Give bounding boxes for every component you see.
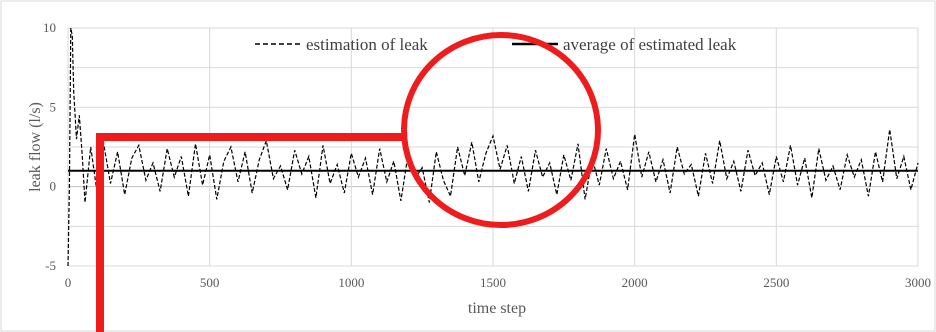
y-tick-label: 0 — [50, 179, 57, 194]
x-tick-label: 1000 — [338, 275, 364, 290]
y-tick-label: 5 — [50, 99, 57, 114]
y-tick-labels: -5 0 5 10 — [43, 20, 56, 273]
gridlines — [67, 27, 919, 267]
x-tick-label: 1500 — [480, 275, 506, 290]
legend-average-label: average of estimated leak — [563, 35, 737, 54]
x-axis-title: time step — [468, 300, 526, 317]
highlight-bracket — [96, 133, 404, 332]
x-tick-label: 2500 — [763, 275, 789, 290]
x-tick-label: 500 — [200, 275, 220, 290]
series-estimation-line — [67, 27, 919, 267]
highlight-circle — [401, 32, 601, 228]
x-tick-labels: 0 500 1000 1500 2000 2500 3000 — [65, 275, 931, 290]
x-tick-label: 3000 — [905, 275, 931, 290]
y-axis-title: leak flow (l/s) — [27, 102, 44, 192]
y-tick-label: 10 — [43, 20, 56, 35]
x-tick-label: 0 — [65, 275, 72, 290]
highlight-annotations — [96, 32, 601, 332]
series-layer — [67, 27, 919, 267]
legend: estimation of leak average of estimated … — [255, 35, 737, 54]
y-tick-label: -5 — [45, 258, 56, 273]
legend-estimation-label: estimation of leak — [306, 35, 428, 54]
x-tick-label: 2000 — [622, 275, 648, 290]
